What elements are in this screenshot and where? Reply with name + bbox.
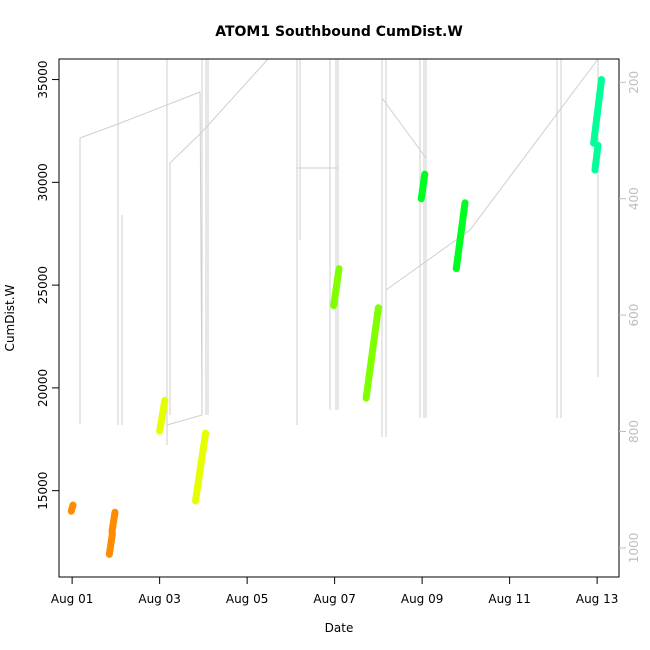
x-tick-label: Aug 11 [488, 592, 531, 606]
y-tick-label: 30000 [36, 163, 50, 201]
data-segment [452, 199, 469, 273]
y-axis-right: 200 400 600 800 1000 [619, 71, 641, 563]
data-segment [590, 76, 605, 147]
y2-tick-label: 600 [627, 304, 641, 327]
data-segment [591, 141, 602, 174]
y-tick-label: 25000 [36, 266, 50, 304]
data-segment [362, 304, 382, 402]
y2-tick-label: 1000 [627, 533, 641, 564]
y-tick-label: 35000 [36, 60, 50, 98]
y2-tick-label: 800 [627, 420, 641, 443]
background-trace [385, 58, 599, 291]
data-segment [156, 396, 169, 435]
y-tick-label: 15000 [36, 472, 50, 510]
x-axis: Aug 01 Aug 03 Aug 05 Aug 07 Aug 09 Aug 11 Aug … [51, 577, 619, 606]
y-axis-label: CumDist.W [3, 284, 17, 351]
data-segment [417, 170, 429, 203]
y2-tick-label: 200 [627, 71, 641, 94]
data-series [67, 76, 605, 558]
x-tick-label: Aug 05 [226, 592, 269, 606]
y-axis: 15000 20000 25000 30000 35000 [36, 60, 59, 510]
x-tick-label: Aug 13 [576, 592, 619, 606]
background-trace-lines [79, 58, 599, 445]
x-tick-label: Aug 09 [401, 592, 444, 606]
chart-title: ATOM1 Southbound CumDist.W [215, 24, 463, 40]
x-tick-label: Aug 01 [51, 592, 94, 606]
data-segment [105, 530, 116, 558]
data-segment [192, 429, 210, 505]
plot-frame [58, 58, 620, 578]
y-tick-label: 20000 [36, 369, 50, 407]
x-tick-label: Aug 07 [313, 592, 356, 606]
x-tick-label: Aug 03 [138, 592, 181, 606]
data-segment [108, 508, 119, 536]
data-segment [330, 265, 343, 310]
background-trace [79, 91, 203, 426]
background-trace [381, 97, 427, 418]
data-segment [67, 501, 77, 515]
x-axis-label: Date [325, 621, 354, 635]
y2-tick-label: 400 [627, 187, 641, 210]
background-trace [169, 58, 269, 415]
